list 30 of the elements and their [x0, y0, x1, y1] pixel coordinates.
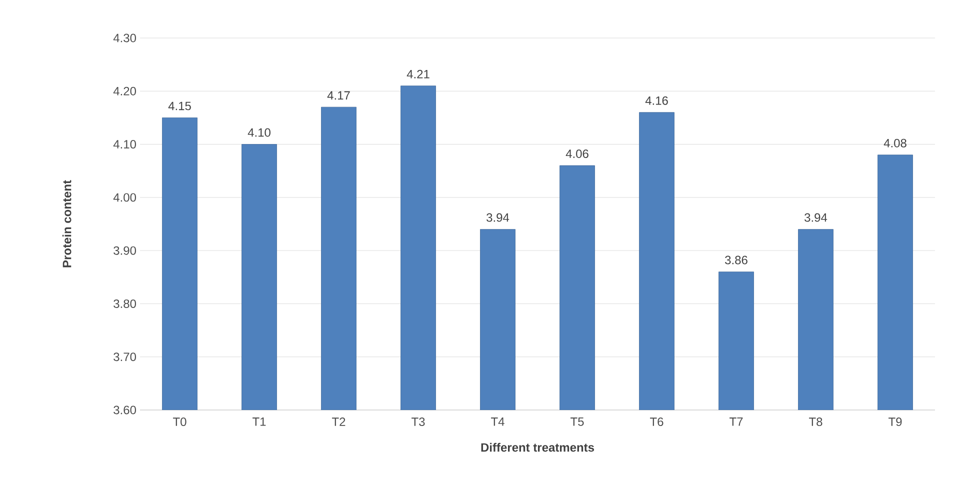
data-label: 4.15 — [168, 102, 191, 110]
x-tick-label: T8 — [809, 418, 822, 426]
data-label: 4.16 — [645, 96, 668, 105]
x-tick-label: T4 — [491, 418, 504, 426]
x-axis-title: Different treatments — [481, 442, 594, 452]
y-tick-label: 3.70 — [114, 352, 136, 362]
x-tick-label: T3 — [412, 418, 425, 426]
x-tick-label: T1 — [252, 418, 266, 426]
x-tick-label: T7 — [730, 418, 743, 426]
y-tick-label: 3.80 — [114, 299, 136, 308]
data-label: 3.94 — [804, 213, 828, 222]
data-label: 3.86 — [725, 256, 748, 264]
data-label: 4.06 — [566, 150, 588, 158]
y-axis-title: Protein content — [62, 180, 72, 268]
y-tick-label: 3.90 — [114, 246, 136, 255]
data-label: 4.21 — [406, 70, 430, 78]
y-tick-label: 4.20 — [113, 86, 136, 96]
x-tick-label: T5 — [570, 418, 584, 426]
x-tick-label: T9 — [888, 418, 902, 426]
x-tick-label: T6 — [650, 418, 664, 426]
y-tick-label: 4.10 — [113, 140, 136, 149]
data-label: 3.94 — [486, 213, 510, 222]
y-tick-label: 4.00 — [113, 193, 136, 202]
data-label: 4.08 — [884, 138, 906, 148]
y-tick-label: 4.30 — [113, 34, 136, 42]
y-tick-label: 3.60 — [114, 406, 136, 414]
x-tick-label: T2 — [332, 418, 346, 426]
data-label: 4.10 — [248, 128, 270, 137]
x-tick-label: T0 — [173, 418, 186, 426]
data-label: 4.17 — [327, 91, 350, 100]
